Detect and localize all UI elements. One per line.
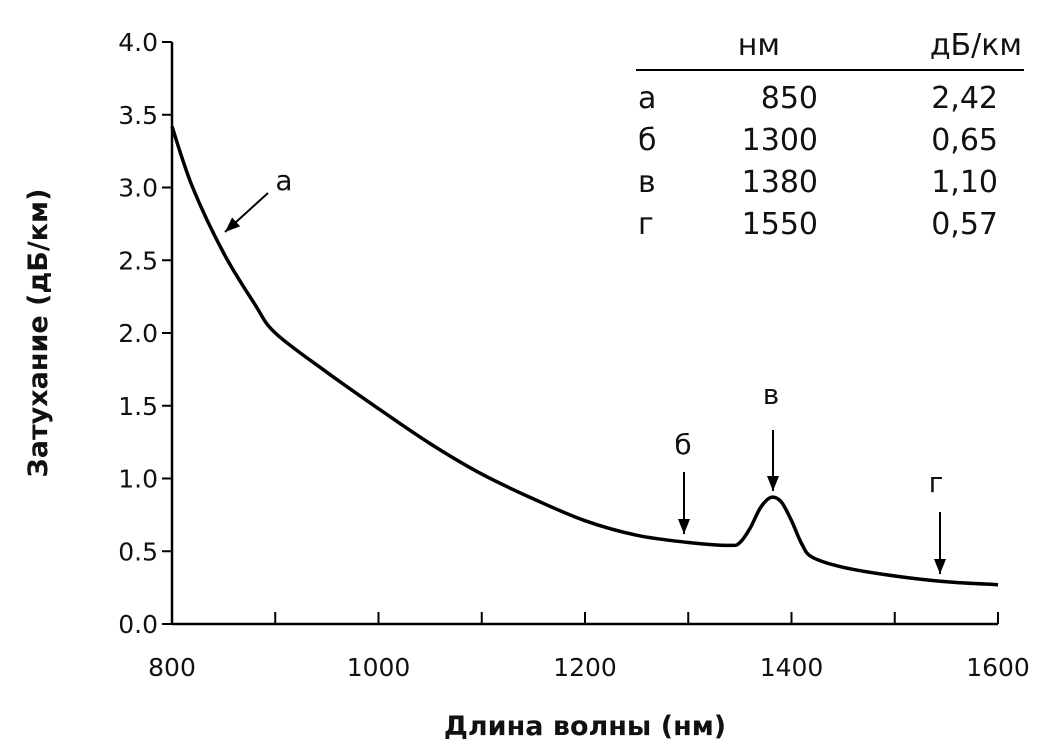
x-tick-label: 1600 [966, 653, 1030, 682]
annotation-arrow-3-head [767, 476, 779, 491]
annotation-arrow-2-head [678, 519, 690, 534]
table-cell: 1300 [742, 123, 818, 158]
y-tick-label: 3.0 [118, 174, 158, 203]
table-cell: 1,10 [931, 165, 998, 200]
table-header-cell: нм [738, 28, 780, 63]
table-cell: 2,42 [931, 81, 998, 116]
table-cell: а [638, 81, 656, 116]
wavelength-table: нм дБ/км а 850 2,42 б 1300 0,65 в 1380 1,10 г 1550 0,… [636, 28, 1024, 242]
table-cell: в [638, 165, 656, 200]
annotation-label: г [929, 466, 944, 499]
x-tick-label: 1200 [553, 653, 617, 682]
annotation-label: в [763, 378, 780, 411]
y-axis-title: Затухание (дБ/км) [23, 189, 54, 478]
table-row: г 1550 0,57 [638, 207, 998, 242]
table-cell: 1380 [742, 165, 818, 200]
table-cell: 850 [761, 81, 818, 116]
table-cell: 0,65 [931, 123, 998, 158]
x-tick-label: 800 [148, 653, 196, 682]
y-tick-label: 3.5 [118, 101, 158, 130]
axes [170, 42, 998, 626]
x-tick-label: 1400 [760, 653, 824, 682]
table-row: в 1380 1,10 [638, 165, 998, 200]
ticks [162, 41, 999, 625]
tick-labels: 0.0 0.5 1.0 1.5 2.0 2.5 3.0 3.5 4.0 800 1000 1200 14… [118, 28, 1030, 682]
table-row: б 1300 0,65 [638, 123, 998, 158]
y-tick-label: 0.0 [118, 610, 158, 639]
annotation-arrow-4-head [934, 559, 946, 574]
annotation-arrow-1-head [225, 217, 241, 232]
x-axis-title: Длина волны (нм) [444, 711, 726, 742]
y-tick-label: 2.5 [118, 246, 158, 275]
y-tick-label: 0.5 [118, 537, 158, 566]
y-tick-label: 4.0 [118, 28, 158, 57]
y-tick-label: 1.5 [118, 392, 158, 421]
table-cell: 0,57 [931, 207, 998, 242]
y-tick-label: 2.0 [118, 319, 158, 348]
attenuation-curve [170, 125, 999, 587]
annotation-label: б [674, 428, 691, 461]
table-cell: б [638, 123, 657, 158]
y-tick-label: 1.0 [118, 465, 158, 494]
table-header-cell: дБ/км [930, 28, 1022, 63]
x-tick-label: 1000 [347, 653, 411, 682]
table-row: а 850 2,42 [638, 81, 998, 116]
annotation-label: а [275, 164, 292, 197]
table-cell: г [638, 207, 654, 242]
table-cell: 1550 [742, 207, 818, 242]
table-header: нм дБ/км [738, 28, 1022, 63]
